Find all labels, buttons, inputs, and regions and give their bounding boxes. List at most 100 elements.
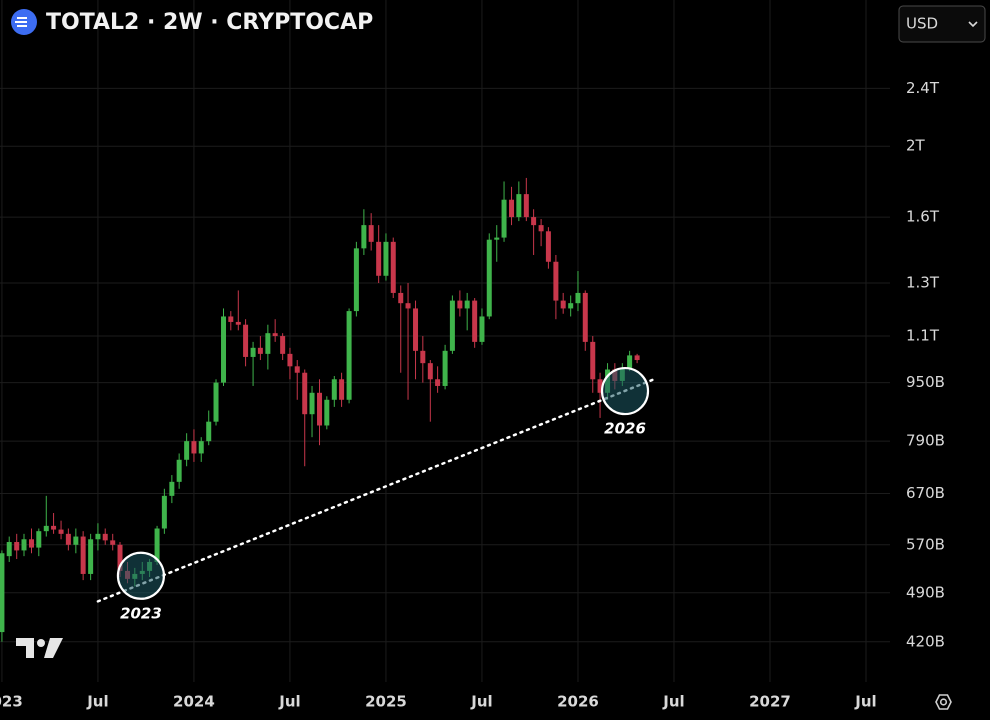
candle-body: [531, 217, 536, 225]
candle-body: [228, 316, 233, 321]
candle-body: [88, 539, 93, 574]
candle-body: [472, 301, 477, 342]
candle-body: [516, 194, 521, 217]
candle-body: [406, 303, 411, 308]
candle-body: [214, 383, 219, 422]
candle-body: [391, 242, 396, 293]
candle-body: [383, 242, 388, 276]
x-tick-label: 2027: [749, 693, 791, 711]
candle-body: [627, 355, 632, 368]
y-tick-label: 1.6T: [906, 208, 940, 226]
x-tick-label: Jul: [854, 693, 876, 711]
candle-body: [66, 534, 71, 545]
candle-body: [29, 539, 34, 547]
candle-body: [302, 373, 307, 414]
candle-body: [590, 342, 595, 379]
candle-body: [324, 400, 329, 426]
candle-body: [206, 422, 211, 441]
annotation-label: 2023: [120, 604, 162, 622]
candle-body: [502, 200, 507, 238]
x-tick-label: Jul: [278, 693, 300, 711]
candle-body: [494, 238, 499, 240]
candle-body: [273, 333, 278, 336]
x-tick-label: 2024: [173, 693, 215, 711]
candle-body: [103, 534, 108, 541]
candle-body: [524, 194, 529, 217]
x-tick-label: Jul: [470, 693, 492, 711]
y-tick-label: 2T: [906, 137, 926, 155]
candle-body: [457, 301, 462, 309]
candle-body: [251, 348, 256, 357]
candle-body: [361, 225, 366, 248]
candle-body: [487, 240, 492, 317]
candle-body: [575, 293, 580, 303]
candle-body: [59, 530, 64, 534]
candle-body: [81, 537, 86, 574]
candle-body: [295, 366, 300, 372]
candle-body: [44, 526, 49, 531]
candle-body: [435, 379, 440, 386]
candle-body: [162, 496, 167, 529]
currency-select[interactable]: USD: [899, 6, 985, 42]
annotation-label: 2026: [604, 420, 646, 438]
candle-body: [177, 460, 182, 482]
candle-body: [561, 301, 566, 309]
candle-body: [0, 553, 4, 632]
candle-body: [583, 293, 588, 342]
y-tick-label: 570B: [906, 535, 945, 553]
candle-body: [51, 526, 56, 530]
candle-body: [95, 534, 100, 539]
y-tick-label: 790B: [906, 432, 945, 450]
x-tick-label: Jul: [662, 693, 684, 711]
candle-body: [568, 303, 573, 308]
candle-body: [73, 537, 78, 545]
candle-body: [347, 311, 352, 400]
candle-body: [465, 301, 470, 309]
y-tick-label: 2.4T: [906, 79, 940, 97]
candle-body: [243, 325, 248, 357]
candle-body: [265, 333, 270, 354]
candle-body: [450, 301, 455, 351]
header: TOTAL2 · 2W · CRYPTOCAP: [11, 9, 373, 35]
y-tick-label: 670B: [906, 484, 945, 502]
candle-body: [236, 322, 241, 325]
y-tick-label: 420B: [906, 632, 945, 650]
highlight-circle: [602, 368, 648, 414]
logo-part: [37, 639, 45, 647]
candle-body: [553, 262, 558, 301]
candle-body: [354, 248, 359, 311]
y-tick-label: 1.3T: [906, 274, 940, 292]
candle-body: [184, 441, 189, 460]
candle-body: [221, 316, 226, 382]
candle-body: [332, 379, 337, 399]
candle-body: [7, 542, 12, 556]
candle-body: [413, 308, 418, 350]
candle-body: [287, 354, 292, 366]
candle-body: [199, 441, 204, 453]
candle-body: [191, 441, 196, 453]
candle-body: [36, 531, 41, 547]
candle-body: [280, 336, 285, 354]
y-tick-label: 1.1T: [906, 327, 940, 345]
chart-title: TOTAL2 · 2W · CRYPTOCAP: [46, 10, 373, 35]
highlight-circle: [118, 553, 164, 599]
x-tick-label: 2023: [0, 693, 23, 711]
y-tick-label: 490B: [906, 583, 945, 601]
candle-body: [376, 242, 381, 276]
x-tick-label: Jul: [86, 693, 108, 711]
x-tick-label: 2026: [557, 693, 599, 711]
candle-body: [420, 351, 425, 363]
candle-body: [339, 379, 344, 399]
candle-body: [428, 363, 433, 379]
candle-body: [369, 225, 374, 242]
candle-body: [443, 351, 448, 386]
currency-label[interactable]: USD: [906, 15, 938, 33]
candle-body: [635, 355, 640, 360]
candle-body: [539, 225, 544, 231]
y-tick-label: 950B: [906, 373, 945, 391]
candle-body: [22, 539, 27, 550]
candle-body: [258, 348, 263, 354]
candle-body: [317, 393, 322, 426]
candle-body: [169, 482, 174, 496]
candle-body: [14, 542, 19, 550]
